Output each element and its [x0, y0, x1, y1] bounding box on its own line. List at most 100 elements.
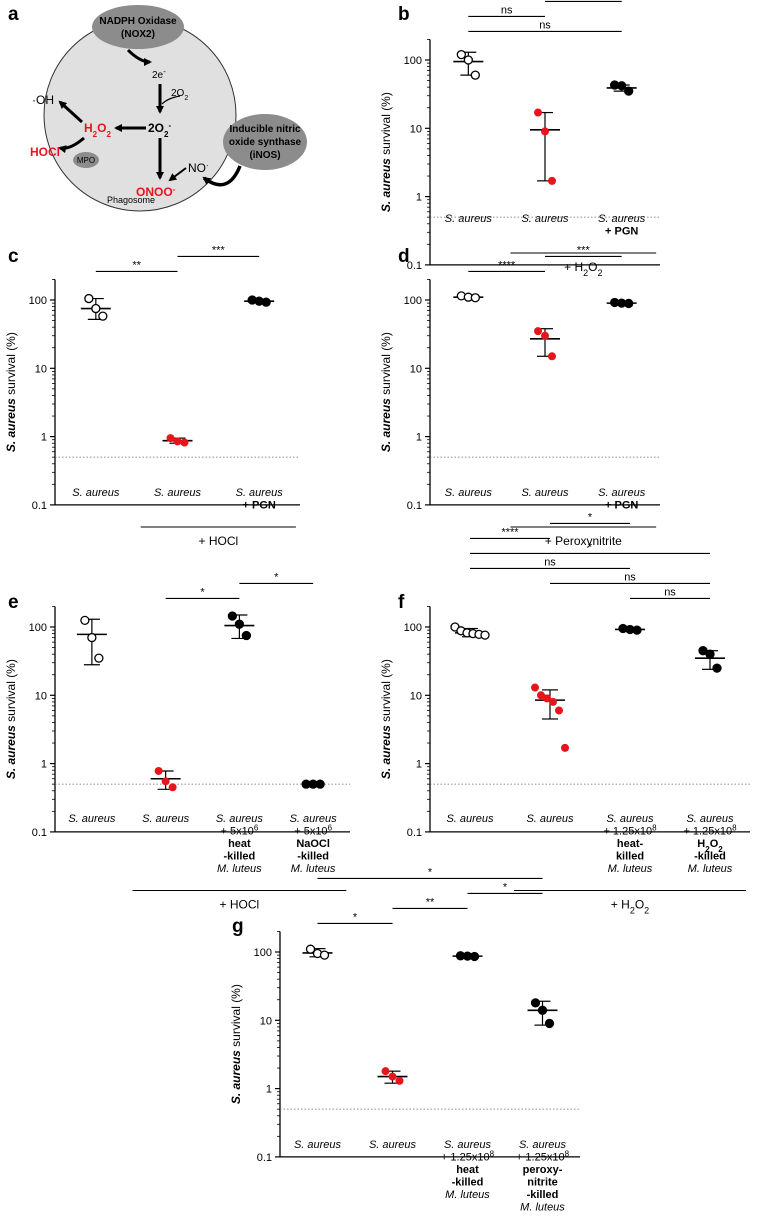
significance-label: ns [664, 586, 676, 598]
data-point [87, 632, 97, 643]
significance-label: ns [501, 4, 513, 16]
x-tick-label: S. aureus [521, 487, 569, 499]
x-tick-label: killed [616, 851, 644, 863]
x-tick-label: + 5x106 [220, 823, 258, 838]
x-tick-label: H2O2 [697, 838, 723, 854]
data-point [470, 70, 480, 80]
y-tick-label: 0.1 [407, 827, 422, 839]
x-tick-label: S. aureus [444, 1139, 492, 1151]
data-point [388, 1072, 397, 1081]
treatment-group-label: + HOCl [220, 898, 260, 912]
data-point [548, 352, 556, 361]
arrow-h2o2-hocl [58, 136, 85, 154]
data-point [537, 691, 545, 700]
y-tick-label: 10 [260, 1015, 272, 1027]
data-point [480, 630, 490, 640]
data-point [712, 663, 722, 673]
data-point [549, 697, 557, 706]
x-tick-label: + PGN [243, 500, 276, 512]
significance-label: ns [624, 571, 636, 583]
panel-a: a NADPH Oxidase (NOX2) 2e- 2O2 2O2- H2O2… [8, 4, 307, 212]
panel-f: f 0.1 1 10 100 S. aureus survival (%) S. aureu… [379, 511, 750, 916]
x-tick-label: -killed [694, 851, 726, 863]
panel-d-label: d [398, 246, 410, 267]
o2-label: 2O2 [171, 88, 188, 102]
data-point [227, 611, 238, 621]
data-point [168, 783, 177, 792]
mpo-ellipse [73, 152, 99, 168]
data-point [543, 694, 551, 703]
x-tick-label: + 1.25x108 [683, 823, 737, 838]
x-tick-label: S. aureus [290, 813, 338, 825]
panel-e: e 0.1 1 10 100 S. aureus survival (%) S. aureu… [4, 571, 350, 912]
significance-label: * [428, 866, 433, 878]
electrons-label: 2e- [152, 67, 166, 82]
x-tick-label: -killed [452, 1177, 484, 1189]
inos-line-1: Inducible nitric [229, 124, 301, 135]
panel-b-label: b [398, 4, 410, 25]
data-point [705, 649, 715, 659]
significance-label: ** [426, 896, 435, 908]
y-axis-label: S. aureus survival (%) [379, 92, 393, 212]
panel-g-label: g [232, 916, 244, 937]
arrow-o2 [161, 95, 181, 105]
y-tick-label: 0.1 [32, 827, 47, 839]
arrow-nox2-electrons [126, 48, 152, 66]
x-tick-label: S. aureus [68, 813, 116, 825]
x-tick-label: + PGN [605, 500, 638, 512]
data-point [555, 706, 563, 715]
x-tick-label: peroxy- [523, 1164, 563, 1176]
x-tick-label: heat [228, 838, 251, 850]
x-tick-label: -killed [223, 851, 255, 863]
no-label: NO· [188, 161, 209, 176]
y-tick-label: 10 [410, 690, 422, 702]
significance-label: * [588, 511, 593, 523]
data-point [80, 615, 90, 626]
significance-label: *** [577, 244, 591, 256]
significance-label: **** [501, 526, 519, 538]
x-tick-label: S. aureus [521, 213, 569, 225]
x-tick-label: + 1.25x108 [603, 823, 657, 838]
y-tick-label: 0.1 [407, 500, 422, 512]
data-point [534, 108, 542, 117]
panel-e-label: e [8, 592, 19, 613]
y-tick-label: 1 [266, 1084, 272, 1096]
data-point [463, 55, 473, 65]
x-tick-label: S. aureus [446, 813, 494, 825]
significance-label: ** [132, 259, 141, 271]
phagosome-label: Phagosome [107, 195, 155, 205]
significance-label: * [274, 571, 279, 583]
h2o2-label: H2O2 [84, 121, 111, 139]
x-tick-label: M. luteus [445, 1189, 490, 1201]
nox2-ellipse [92, 5, 184, 49]
y-tick-label: 0.1 [257, 1152, 272, 1164]
data-point [544, 1018, 555, 1029]
significance-label: * [200, 586, 205, 598]
x-tick-label: NaOCl [296, 838, 330, 850]
data-point [381, 1067, 390, 1076]
data-point [305, 944, 316, 954]
hydroxyl-label: ·OH [32, 93, 54, 107]
y-tick-label: 1 [41, 432, 47, 444]
panel-g: g 0.1 1 10 100 S. aureus survival (%) S. aureu… [229, 866, 580, 1214]
data-point [470, 293, 480, 303]
x-tick-label: M. luteus [520, 1202, 565, 1214]
data-point [456, 49, 466, 60]
data-point [624, 86, 634, 96]
significance-label: * [581, 0, 586, 1]
arrow-h2o2-hydroxyl [58, 100, 84, 124]
y-axis-label: S. aureus survival (%) [4, 659, 18, 779]
y-tick-label: 100 [404, 295, 422, 307]
data-point [548, 176, 556, 185]
y-tick-label: 10 [410, 123, 422, 135]
inos-line-3: (iNOS) [249, 150, 280, 161]
y-tick-label: 10 [410, 363, 422, 375]
y-axis-label: S. aureus survival (%) [4, 332, 18, 452]
x-tick-label: S. aureus [294, 1139, 342, 1151]
y-tick-label: 100 [29, 622, 47, 634]
panel-c-label: c [8, 246, 19, 267]
y-tick-label: 1 [416, 432, 422, 444]
y-tick-label: 100 [29, 295, 47, 307]
x-tick-label: + 1.25x108 [516, 1149, 570, 1164]
x-tick-label: S. aureus [142, 813, 190, 825]
